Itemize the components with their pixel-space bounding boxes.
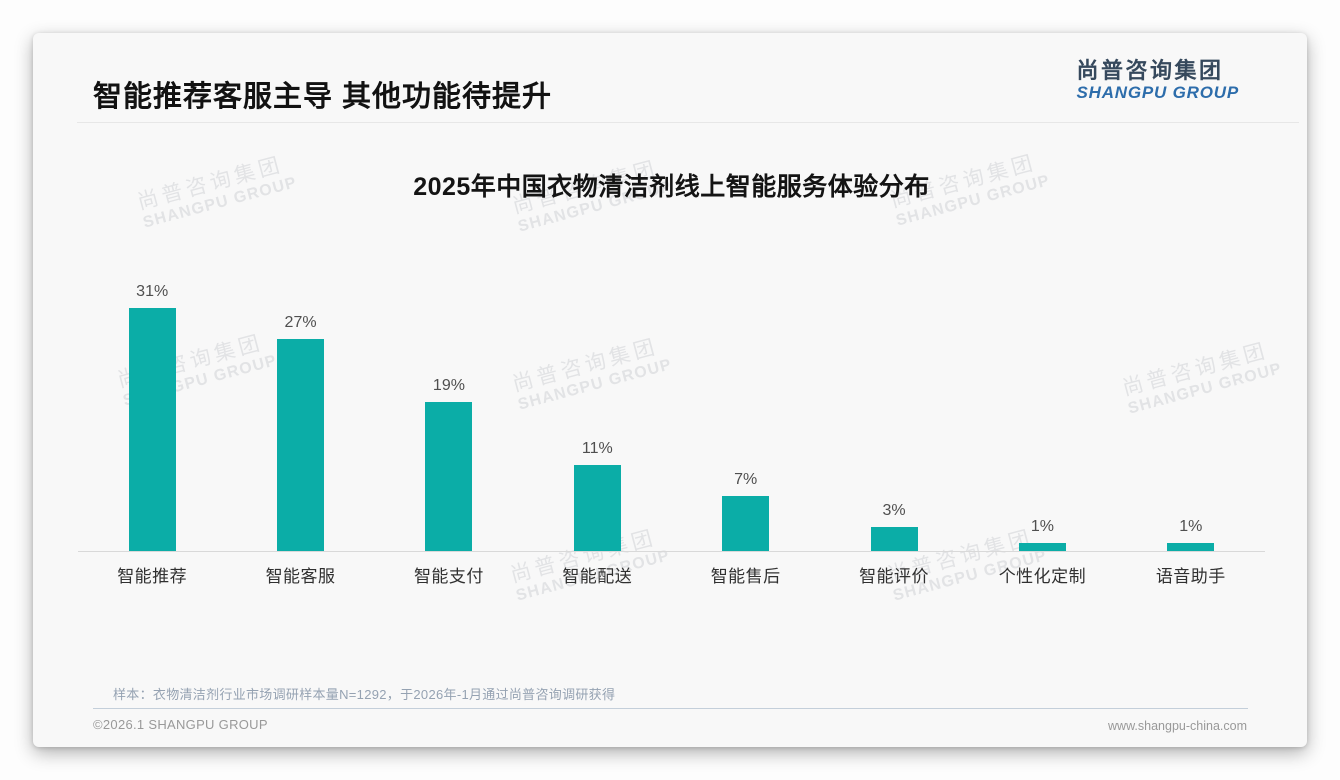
category-label: 语音助手	[1155, 567, 1226, 586]
bar	[277, 339, 325, 551]
bar-column: 1%	[1117, 518, 1265, 551]
footer-copyright: ©2026.1 SHANGPU GROUP	[93, 717, 268, 732]
bar-column: 1%	[968, 518, 1116, 551]
bar-value-label: 27%	[284, 314, 317, 331]
bar-column: 3%	[820, 502, 968, 551]
bar-column: 31%	[78, 283, 226, 551]
bar	[870, 527, 918, 551]
bar-column: 11%	[523, 440, 671, 551]
chart-title: 2025年中国衣物清洁剂线上智能服务体验分布	[413, 173, 930, 201]
footer-url: www.shangpu-china.com	[1108, 719, 1247, 733]
bar-value-label: 31%	[136, 283, 169, 300]
bar	[722, 496, 770, 551]
category-label: 智能售后	[710, 567, 781, 586]
category-label: 智能配送	[562, 567, 633, 586]
bar-column: 19%	[375, 377, 523, 551]
bar	[573, 465, 621, 551]
page-title: 智能推荐客服主导 其他功能待提升	[93, 81, 553, 113]
bar	[1167, 543, 1215, 551]
bar-value-label: 7%	[734, 471, 758, 488]
category-label: 智能客服	[265, 567, 336, 586]
logo-text-cn: 尚普咨询集团	[1076, 58, 1224, 83]
category-label: 个性化定制	[998, 567, 1087, 586]
bar-value-label: 11%	[581, 440, 613, 457]
logo-text-en: SHANGPU GROUP	[1076, 83, 1239, 103]
category-axis: 智能推荐 智能客服 智能支付 智能配送 智能售后 智能评价 个性化定制 语音助手	[78, 562, 1265, 587]
bar	[1018, 543, 1066, 551]
category-label: 智能支付	[413, 567, 484, 586]
bar	[425, 402, 473, 551]
x-axis-line	[78, 551, 1265, 552]
bar-chart: 31% 27% 19% 11% 7% 3% 1% 1%	[78, 277, 1265, 551]
bar-value-label: 1%	[1030, 518, 1054, 535]
bar-value-label: 3%	[882, 502, 906, 519]
bar-value-label: 1%	[1179, 518, 1203, 535]
sample-footnote: 样本：衣物清洁剂行业市场调研样本量N=1292，于2026年-1月通过尚普咨询调…	[113, 687, 616, 702]
slide-card: 尚普咨询集团 SHANGPU GROUP 尚普咨询集团 SHANGPU GROUP 尚普…	[33, 33, 1307, 747]
category-label: 智能推荐	[117, 567, 188, 586]
category-label: 智能评价	[859, 567, 930, 586]
footer-divider	[93, 708, 1248, 709]
bar	[128, 308, 176, 551]
logo: 尚普咨询集团 SHANGPU GROUP	[1077, 58, 1239, 103]
bar-column: 7%	[672, 471, 820, 551]
bar-column: 27%	[226, 314, 374, 551]
header-divider	[77, 122, 1299, 123]
bar-value-label: 19%	[432, 377, 465, 394]
